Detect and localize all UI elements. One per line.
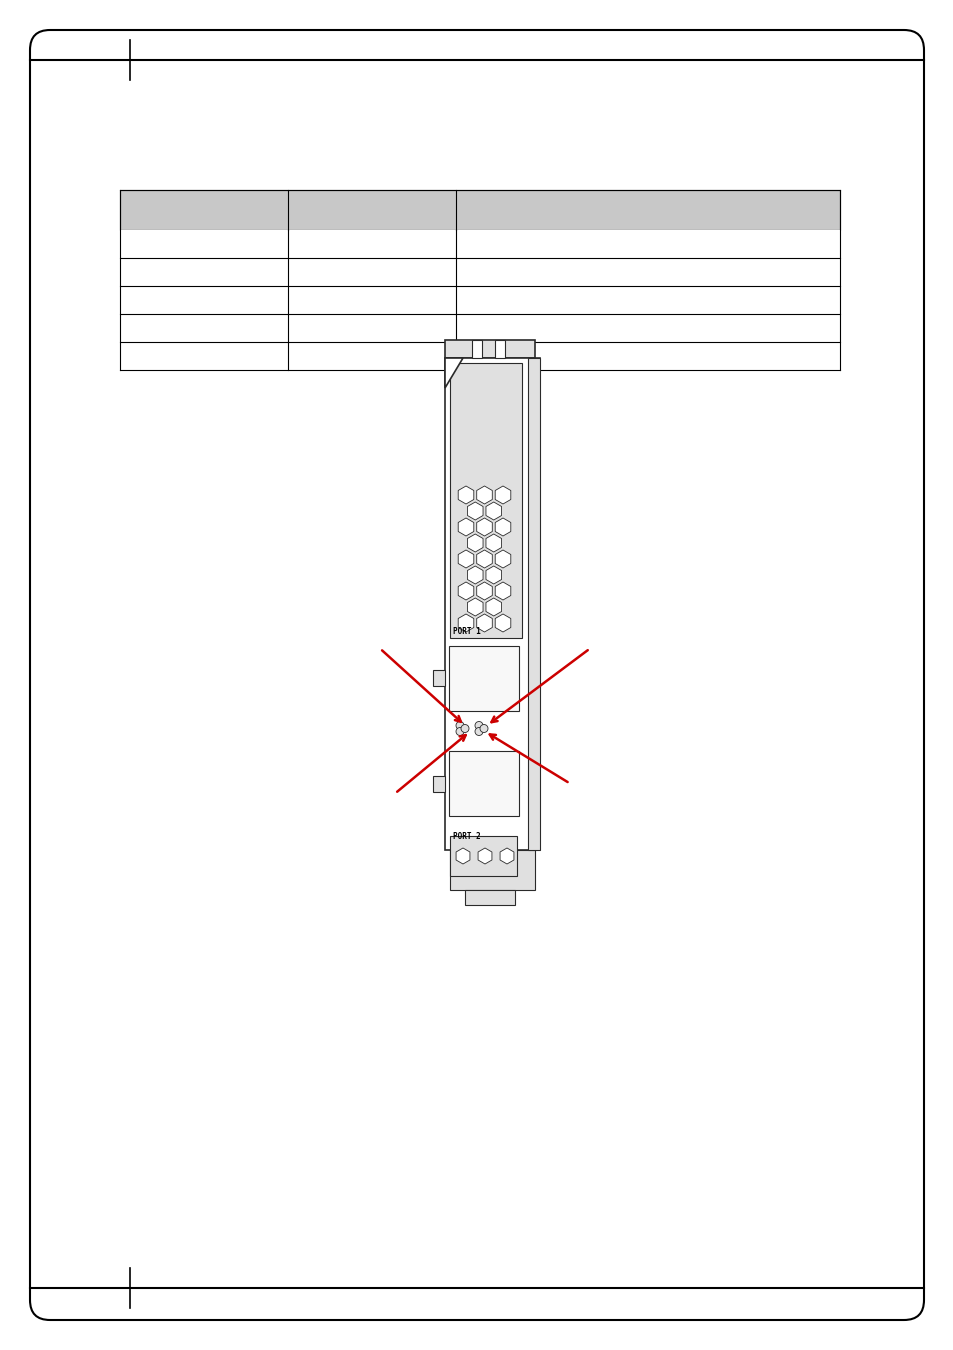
Bar (120, 315, 840, 342)
Polygon shape (476, 614, 492, 632)
Polygon shape (485, 566, 501, 585)
Polygon shape (485, 535, 501, 552)
Bar (444, 358, 539, 850)
Polygon shape (476, 582, 492, 599)
Bar (120, 286, 840, 315)
Bar (120, 342, 840, 370)
Bar (120, 230, 840, 258)
Polygon shape (476, 486, 492, 504)
Bar (472, 340, 481, 358)
Polygon shape (485, 502, 501, 520)
Polygon shape (499, 848, 514, 864)
Text: PORT 1: PORT 1 (453, 626, 480, 636)
Bar (450, 836, 517, 876)
Polygon shape (467, 535, 482, 552)
Bar (450, 363, 521, 639)
Polygon shape (477, 848, 492, 864)
Text: PORT 2: PORT 2 (453, 832, 480, 841)
Bar (433, 670, 444, 686)
Bar (495, 340, 504, 358)
Polygon shape (457, 549, 474, 568)
Circle shape (456, 728, 463, 736)
Polygon shape (444, 358, 462, 387)
Polygon shape (495, 582, 510, 599)
Circle shape (456, 721, 463, 729)
Polygon shape (495, 518, 510, 536)
Polygon shape (485, 598, 501, 616)
Polygon shape (457, 614, 474, 632)
Polygon shape (457, 486, 474, 504)
Polygon shape (476, 518, 492, 536)
Polygon shape (476, 549, 492, 568)
Polygon shape (467, 598, 482, 616)
Polygon shape (467, 566, 482, 585)
Circle shape (479, 725, 488, 733)
Circle shape (475, 721, 482, 729)
Polygon shape (457, 582, 474, 599)
Circle shape (460, 725, 469, 733)
Polygon shape (495, 614, 510, 632)
Polygon shape (456, 848, 470, 864)
Bar (444, 340, 535, 358)
Bar (450, 850, 535, 890)
Bar (433, 775, 444, 791)
Polygon shape (495, 486, 510, 504)
Circle shape (475, 728, 482, 736)
Bar (449, 645, 518, 710)
Polygon shape (467, 502, 482, 520)
Bar (464, 890, 515, 905)
Bar (120, 190, 840, 230)
Bar (120, 258, 840, 286)
Bar (527, 358, 539, 850)
Bar (449, 751, 518, 815)
Polygon shape (495, 549, 510, 568)
Polygon shape (457, 518, 474, 536)
